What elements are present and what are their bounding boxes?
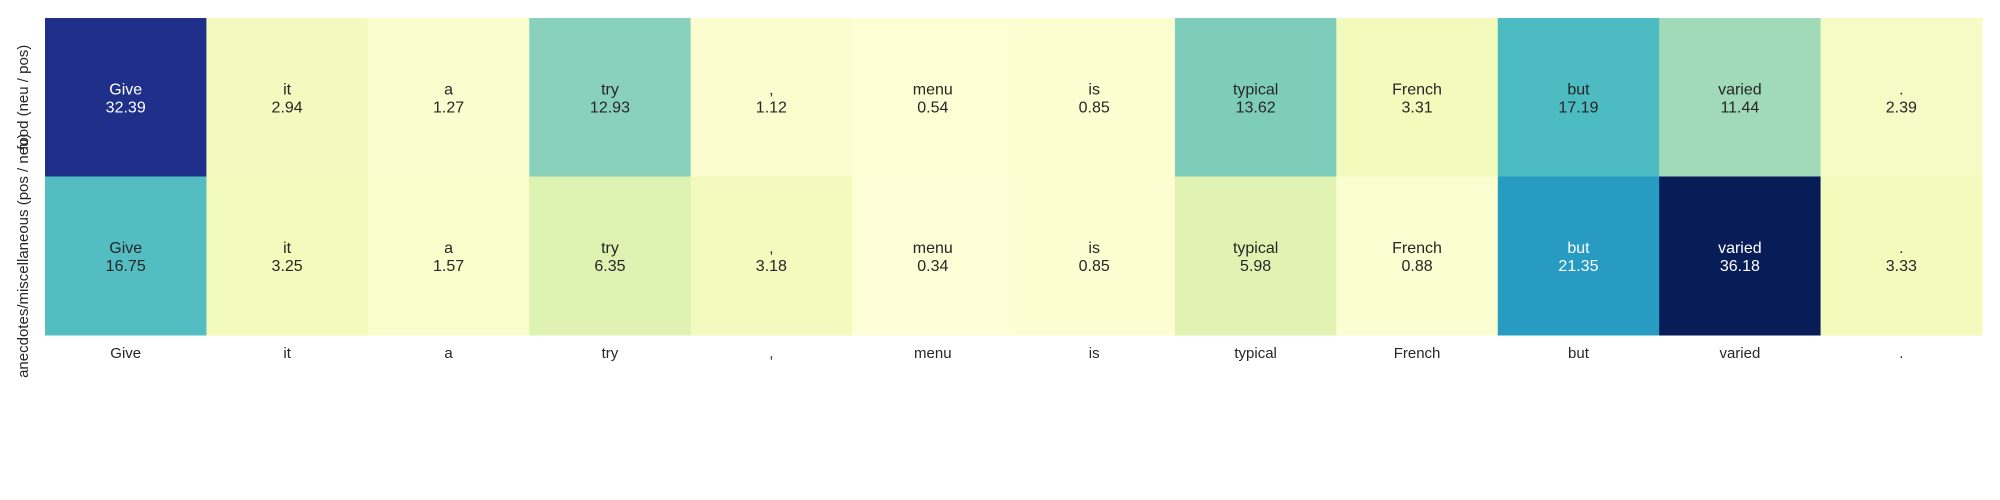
heatmap-cell-r1-c3 xyxy=(529,176,692,336)
cell-token-r0-c9: but xyxy=(1567,81,1590,98)
cell-value-r0-c10: 11.44 xyxy=(1720,99,1759,116)
cell-value-r0-c4: 1.12 xyxy=(756,99,787,116)
heatmap-cell-r0-c2 xyxy=(367,18,530,177)
cell-value-r0-c7: 13.62 xyxy=(1236,99,1276,116)
heatmap-cell-r0-c1 xyxy=(206,18,369,177)
y-tick-labels: food (neu / pos)anecdotes/miscellaneous … xyxy=(15,45,32,378)
x-tick-9-but: but xyxy=(1568,345,1590,362)
cell-value-r1-c8: 0.88 xyxy=(1401,258,1432,275)
cell-token-r0-c3: try xyxy=(601,81,619,98)
cell-token-r1-c9: but xyxy=(1567,240,1590,257)
cell-value-r0-c2: 1.27 xyxy=(433,99,464,116)
heatmap-cell-r1-c9 xyxy=(1497,176,1660,336)
cell-token-r1-c4: , xyxy=(769,240,773,257)
cell-token-r0-c10: varied xyxy=(1718,81,1762,98)
cell-value-r0-c0: 32.39 xyxy=(106,99,146,116)
x-tick-labels: Give it a try, menu is typical French but varied. xyxy=(110,345,1903,362)
cell-token-r0-c6: is xyxy=(1088,81,1100,98)
heatmap-cell-r1-c7 xyxy=(1174,176,1337,336)
cell-value-r1-c2: 1.57 xyxy=(433,258,464,275)
heatmap-cell-r1-c1 xyxy=(206,176,369,336)
heatmap-cell-r1-c6 xyxy=(1013,176,1176,336)
cell-value-r1-c9: 21.35 xyxy=(1558,258,1598,275)
heatmap-cell-r0-c8 xyxy=(1336,18,1499,177)
cell-value-r0-c6: 0.85 xyxy=(1079,99,1110,116)
cell-value-r1-c3: 6.35 xyxy=(594,258,625,275)
x-tick-5-menu: menu xyxy=(914,345,952,362)
heatmap-cell-r0-c5 xyxy=(852,18,1014,177)
heatmap-cell-r0-c6 xyxy=(1013,18,1176,177)
cell-value-r0-c9: 17.19 xyxy=(1558,99,1598,116)
cell-value-r0-c8: 3.31 xyxy=(1401,99,1432,116)
cell-token-r1-c2: a xyxy=(444,240,453,257)
heatmap-cell-r1-c10 xyxy=(1659,176,1822,336)
cell-value-r0-c1: 2.94 xyxy=(272,99,303,116)
cell-value-r1-c4: 3.18 xyxy=(756,258,787,275)
x-tick-10-varied: varied xyxy=(1719,345,1760,362)
x-tick-7-typical: typical xyxy=(1234,345,1277,362)
x-tick-3-try: try xyxy=(602,345,619,362)
cell-value-r1-c7: 5.98 xyxy=(1240,258,1271,275)
cell-token-r1-c1: it xyxy=(283,240,292,257)
heatmap-cell-r0-c3 xyxy=(529,18,692,177)
heatmap-cell-r0-c4 xyxy=(690,18,853,177)
x-tick-11-punct: . xyxy=(1899,345,1903,362)
heatmap-cell-r0-c10 xyxy=(1659,18,1822,177)
x-tick-6-is: is xyxy=(1089,345,1100,362)
cell-token-r1-c10: varied xyxy=(1718,240,1762,257)
cell-token-r1-c6: is xyxy=(1088,240,1100,257)
cell-token-r1-c8: French xyxy=(1392,240,1442,257)
heatmap-cell-r1-c0 xyxy=(45,176,207,336)
cell-value-r1-c0: 16.75 xyxy=(106,258,146,275)
heatmap-cell-r0-c0 xyxy=(45,18,207,177)
cell-token-r0-c4: , xyxy=(769,81,773,98)
heatmap-cell-r1-c11 xyxy=(1820,176,1983,336)
cell-token-r0-c1: it xyxy=(283,81,292,98)
cell-token-r1-c7: typical xyxy=(1233,240,1278,257)
cell-token-r0-c5: menu xyxy=(913,81,953,98)
heatmap-cell-r0-c9 xyxy=(1497,18,1660,177)
cell-token-r1-c11: . xyxy=(1899,240,1903,257)
cell-token-r0-c2: a xyxy=(444,81,453,98)
x-tick-2-a: a xyxy=(444,345,453,362)
heatmap-cell-r1-c5 xyxy=(852,176,1014,336)
cell-token-r0-c7: typical xyxy=(1233,81,1278,98)
cell-token-r0-c0: Give xyxy=(109,81,142,98)
cell-token-r1-c3: try xyxy=(601,240,619,257)
cell-value-r1-c1: 3.25 xyxy=(272,258,303,275)
cell-value-r1-c10: 36.18 xyxy=(1720,258,1760,275)
cell-value-r1-c11: 3.33 xyxy=(1886,258,1917,275)
heatmap-cell-r1-c4 xyxy=(690,176,853,336)
x-tick-1-it: it xyxy=(283,345,291,362)
cell-token-r0-c8: French xyxy=(1392,81,1442,98)
y-tick-0: food (neu / pos) xyxy=(15,45,32,150)
heatmap-cell-r0-c11 xyxy=(1820,18,1983,177)
heatmap-cells: Give32.39it2.94a1.27try12.93,1.12menu0.5… xyxy=(45,18,1983,336)
cell-token-r1-c0: Give xyxy=(109,240,142,257)
cell-token-r1-c5: menu xyxy=(913,240,953,257)
cell-value-r0-c5: 0.54 xyxy=(917,99,948,116)
x-tick-0-give: Give xyxy=(110,345,141,362)
y-tick-1: anecdotes/miscellaneous (pos / neu) xyxy=(15,134,32,378)
cell-value-r0-c11: 2.39 xyxy=(1886,99,1917,116)
cell-value-r1-c6: 0.85 xyxy=(1079,258,1110,275)
x-tick-4-punct: , xyxy=(769,345,773,362)
cell-token-r0-c11: . xyxy=(1899,81,1903,98)
x-tick-8-french: French xyxy=(1394,345,1441,362)
heatmap-cell-r1-c8 xyxy=(1336,176,1499,336)
cell-value-r0-c3: 12.93 xyxy=(590,99,630,116)
cell-value-r1-c5: 0.34 xyxy=(917,258,948,275)
heatmap-cell-r1-c2 xyxy=(367,176,530,336)
heatmap-cell-r0-c7 xyxy=(1174,18,1337,177)
